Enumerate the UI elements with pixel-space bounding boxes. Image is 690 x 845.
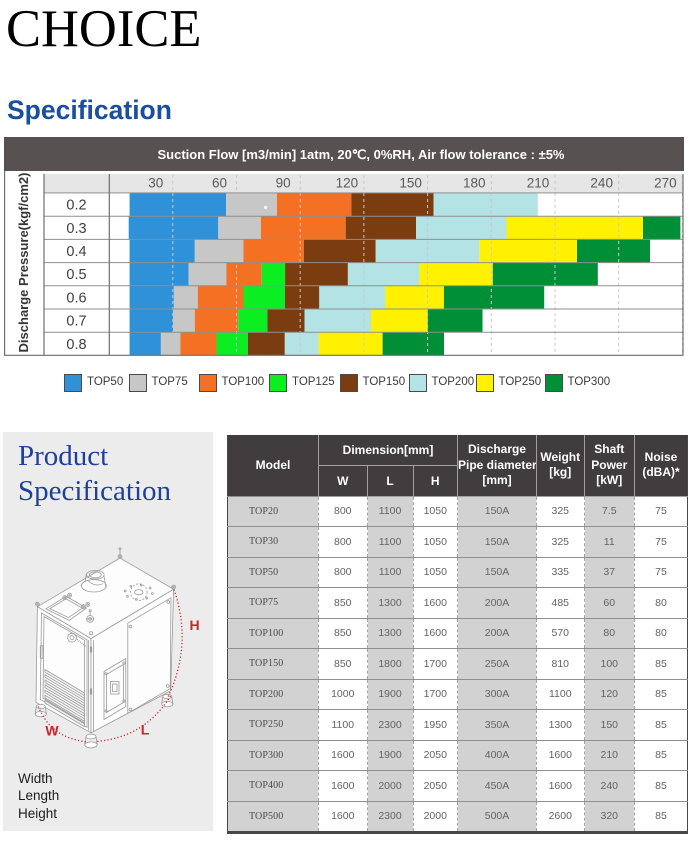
svg-text:270: 270	[654, 176, 677, 191]
svg-text:0.3: 0.3	[66, 221, 86, 237]
svg-text:180: 180	[463, 176, 486, 191]
svg-text:Discharge Pressure(kgf/cm2): Discharge Pressure(kgf/cm2)	[16, 173, 31, 353]
svg-text:240: 240	[590, 176, 613, 191]
svg-text:210: 210	[527, 176, 550, 191]
svg-text:90: 90	[276, 176, 291, 191]
svg-text:W: W	[45, 723, 59, 739]
svg-text:60: 60	[212, 176, 227, 191]
svg-text:0.5: 0.5	[66, 267, 86, 283]
svg-text:0.7: 0.7	[66, 314, 86, 330]
svg-text:0.6: 0.6	[66, 290, 86, 306]
svg-text:L: L	[141, 722, 150, 738]
svg-text:Suction Flow [m3/min] 1atm, 20: Suction Flow [m3/min] 1atm, 20℃, 0%RH, A…	[158, 147, 565, 162]
svg-text:0.4: 0.4	[66, 244, 86, 260]
svg-text:H: H	[189, 617, 199, 633]
svg-text:120: 120	[336, 176, 359, 191]
svg-text:150: 150	[399, 176, 422, 191]
svg-text:30: 30	[148, 176, 163, 191]
svg-text:0.8: 0.8	[66, 337, 86, 353]
svg-text:0.2: 0.2	[66, 198, 86, 214]
